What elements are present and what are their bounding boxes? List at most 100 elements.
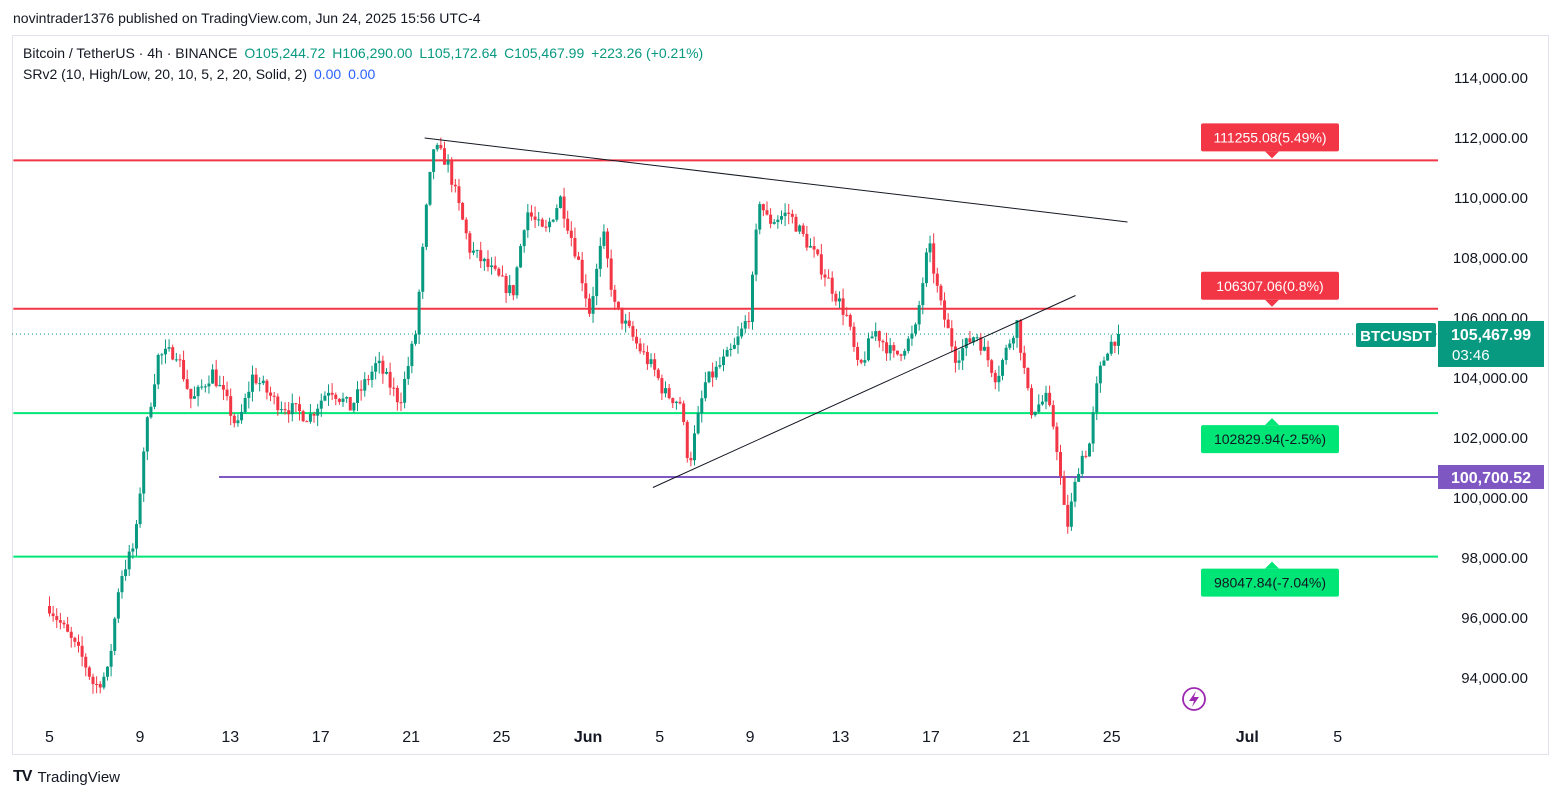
candle-body <box>577 256 581 260</box>
candle-body <box>736 336 740 345</box>
candle-body <box>667 388 671 399</box>
candle-body <box>283 409 287 411</box>
x-tick-label: 25 <box>493 729 511 746</box>
lightning-icon[interactable] <box>1182 687 1206 711</box>
x-tick-label: 5 <box>45 729 54 746</box>
candle-body <box>627 320 631 327</box>
candle-body <box>1019 320 1023 353</box>
candle-body <box>138 493 142 525</box>
candle-body <box>910 333 914 339</box>
candle-body <box>827 277 831 279</box>
candle-body <box>678 401 682 404</box>
candle-body <box>163 348 167 355</box>
candle-body <box>649 359 653 365</box>
candle-body <box>178 359 182 361</box>
candle-body <box>932 243 936 274</box>
candle-body <box>885 342 889 354</box>
level-badge-resistance <box>1201 123 1339 152</box>
candle-body <box>62 622 66 625</box>
candle-body <box>1066 504 1070 527</box>
candle-body <box>243 397 247 412</box>
candle-body <box>743 321 747 329</box>
candle-body <box>921 283 925 306</box>
candle-body <box>417 291 421 335</box>
candle-body <box>700 398 704 414</box>
candle-body <box>48 606 51 614</box>
indicator-title[interactable]: SRv2 (10, High/Low, 20, 10, 5, 2, 20, So… <box>23 66 308 82</box>
x-tick-label: 5 <box>655 729 664 746</box>
candle-body <box>533 216 537 220</box>
candle-body <box>953 346 957 363</box>
candle-body <box>1001 360 1005 376</box>
candle-body <box>1091 412 1095 444</box>
candle-body <box>664 388 668 394</box>
candle-body <box>272 395 276 397</box>
candle-body <box>323 395 327 401</box>
candle-body <box>928 243 932 253</box>
candle-body <box>722 356 726 366</box>
candle-body <box>337 398 341 402</box>
level-badge-support <box>1201 568 1339 597</box>
candle-body <box>682 403 686 422</box>
candle-body <box>370 371 374 380</box>
candle-body <box>740 328 744 337</box>
candle-body <box>747 321 751 323</box>
candle-body <box>450 160 454 185</box>
candle-body <box>131 548 135 552</box>
candle-body <box>515 267 519 296</box>
candle-body <box>997 375 1001 383</box>
candle-body <box>761 204 765 211</box>
publisher-caption: novintrader1376 published on TradingView… <box>13 10 481 26</box>
candle-body <box>279 409 283 411</box>
candle-body <box>808 246 812 248</box>
candle-body <box>823 274 827 278</box>
candle-body <box>73 637 77 642</box>
indicator-legend: SRv2 (10, High/Low, 20, 10, 5, 2, 20, So… <box>23 66 378 82</box>
y-tick-label: 100,000.00 <box>1453 490 1528 507</box>
candle-body <box>330 392 334 395</box>
footer-brand: TradingView <box>37 768 120 786</box>
candle-body <box>584 283 588 299</box>
candle-body <box>319 400 323 409</box>
symbol-title[interactable]: Bitcoin / TetherUS · 4h · BINANCE <box>23 45 238 61</box>
level-badge-pointer <box>1265 151 1279 159</box>
candle-body <box>482 258 486 262</box>
candle-body <box>218 385 222 387</box>
candle-body <box>979 337 983 351</box>
candle-body <box>439 144 443 149</box>
candle-body <box>1008 343 1012 348</box>
candle-body <box>1102 360 1106 366</box>
candle-body <box>446 160 450 165</box>
candle-body <box>548 221 552 228</box>
candle-body <box>529 212 533 217</box>
candle-body <box>185 379 189 389</box>
candle-body <box>1059 451 1063 477</box>
candle-body <box>551 219 555 222</box>
candle-body <box>660 378 664 394</box>
candle-body <box>236 420 240 424</box>
x-tick-label: Jun <box>574 729 602 746</box>
candle-body <box>1073 481 1077 502</box>
footer-branding[interactable]: TV TradingView <box>13 768 120 786</box>
candle-body <box>392 387 396 389</box>
pivot-price-label: 100,700.52 <box>1451 470 1531 487</box>
candle-body <box>388 371 392 388</box>
candle-body <box>816 249 820 255</box>
candle-body <box>783 212 787 217</box>
y-tick-label: 96,000.00 <box>1461 610 1528 627</box>
level-badge-pointer <box>1265 561 1279 569</box>
candle-body <box>421 246 425 292</box>
y-tick-label: 108,000.00 <box>1453 250 1528 267</box>
candle-body <box>863 360 867 363</box>
candle-body <box>290 403 294 415</box>
candle-body <box>171 347 175 360</box>
chart-frame[interactable] <box>12 35 1549 755</box>
y-tick-label: 94,000.00 <box>1461 670 1528 687</box>
candle-body <box>113 618 117 651</box>
candle-body <box>906 338 910 351</box>
candle-body <box>374 363 378 372</box>
candle-body <box>714 366 718 378</box>
candle-body <box>573 237 577 257</box>
candle-body <box>729 348 733 351</box>
